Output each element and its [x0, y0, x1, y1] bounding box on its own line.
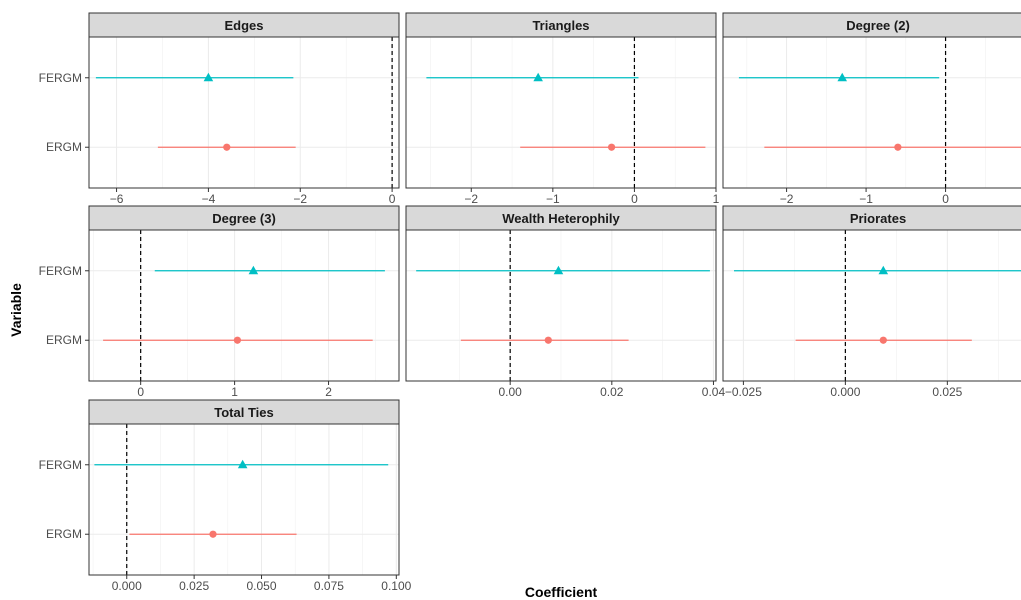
x-tick-label: 0 [942, 192, 949, 206]
x-tick-label: 0.04 [702, 385, 726, 399]
point-estimate-fergm [203, 72, 214, 82]
y-tick-label: FERGM [39, 458, 82, 472]
facet-panel: Degree (2)−2−101 [722, 12, 1021, 206]
x-tick-label: −6 [110, 192, 124, 206]
panel-border [88, 229, 400, 382]
y-tick-label: ERGM [46, 333, 82, 347]
x-tick-label: −2 [293, 192, 307, 206]
plot-background [723, 230, 1021, 381]
point-estimate-fergm [248, 265, 259, 275]
x-tick-label: 0.02 [600, 385, 624, 399]
panel-border [405, 229, 717, 382]
point-estimate-ergm [879, 336, 887, 344]
panel-border [722, 36, 1021, 189]
facet-strip [88, 12, 400, 38]
y-axis-title: Variable [8, 283, 24, 337]
y-tick-label: FERGM [39, 264, 82, 278]
panel-border [722, 229, 1021, 382]
x-tick-label: −2 [464, 192, 478, 206]
x-tick-label: 0.075 [314, 579, 344, 593]
point-estimate-ergm [223, 143, 231, 151]
x-tick-label: 0.050 [247, 579, 277, 593]
facet-panel: Triangles −2 −1 0 1 [405, 12, 720, 206]
x-tick-label: −0.025 [725, 385, 762, 399]
plot-background [89, 424, 399, 575]
point-estimate-fergm [837, 72, 848, 82]
facet-title: Edges [224, 18, 263, 33]
facet-strip [405, 12, 717, 38]
plot-background [89, 230, 399, 381]
facet-strip [722, 205, 1021, 231]
x-tick-label: −1 [546, 192, 560, 206]
facet-panel: Edges −6 −4 −2 0 FERGM ERGM [39, 12, 400, 206]
y-tick-label: FERGM [39, 71, 82, 85]
x-tick-label: −1 [859, 192, 873, 206]
point-estimate-fergm [553, 265, 564, 275]
facet-strip [88, 399, 400, 425]
panel-border [405, 36, 717, 189]
x-tick-label: 0.025 [932, 385, 962, 399]
point-estimate-fergm [237, 459, 248, 469]
facet-title: Total Ties [214, 405, 273, 420]
point-estimate-ergm [607, 143, 616, 151]
point-estimate-ergm [544, 336, 552, 344]
point-estimate-ergm [209, 530, 217, 538]
facet-title: Priorates [850, 211, 906, 226]
x-tick-label: 1 [713, 192, 720, 206]
plot-background [406, 37, 716, 188]
x-tick-label: 0.100 [381, 579, 411, 593]
point-estimate-fergm [878, 265, 889, 275]
x-tick-label: 0.000 [112, 579, 142, 593]
facet-title: Triangles [532, 18, 589, 33]
x-tick-label: −2 [780, 192, 794, 206]
point-estimate-ergm [233, 336, 242, 344]
plot-background [723, 37, 1021, 188]
facet-panel: Degree (3) 0 1 2 FERGM ERGM [39, 205, 400, 399]
plot-background [89, 37, 399, 188]
y-tick-label: ERGM [46, 527, 82, 541]
x-axis-title: Coefficient [525, 584, 598, 600]
point-estimate-fergm [533, 72, 543, 82]
x-tick-label: 0 [631, 192, 638, 206]
x-tick-label: −4 [202, 192, 216, 206]
x-tick-label: 2 [325, 385, 332, 399]
facet-panel: Priorates −0.025 0.000 0.025 [722, 205, 1021, 399]
facet-title: Degree (3) [212, 211, 276, 226]
facet-panel: Wealth Heterophily 0.00 0.02 0.04 [405, 205, 726, 399]
panel-border [88, 423, 400, 576]
facet-title: Wealth Heterophily [502, 211, 620, 226]
facet-strip [88, 205, 400, 231]
point-estimate-ergm [894, 143, 902, 151]
x-tick-label: 0 [137, 385, 144, 399]
facet-panel: Total Ties 0.000 0.025 0.050 0.075 0.100 FERGM… [39, 399, 412, 593]
facet-strip [405, 205, 717, 231]
x-tick-label: 1 [231, 385, 238, 399]
facet-title: Degree (2) [846, 18, 910, 33]
facet-strip [722, 12, 1021, 38]
x-tick-label: 0.025 [179, 579, 209, 593]
y-tick-label: ERGM [46, 140, 82, 154]
x-tick-label: 0.00 [499, 385, 523, 399]
x-tick-label: 0.000 [830, 385, 860, 399]
panel-border [88, 36, 400, 189]
x-tick-label: 0 [389, 192, 396, 206]
